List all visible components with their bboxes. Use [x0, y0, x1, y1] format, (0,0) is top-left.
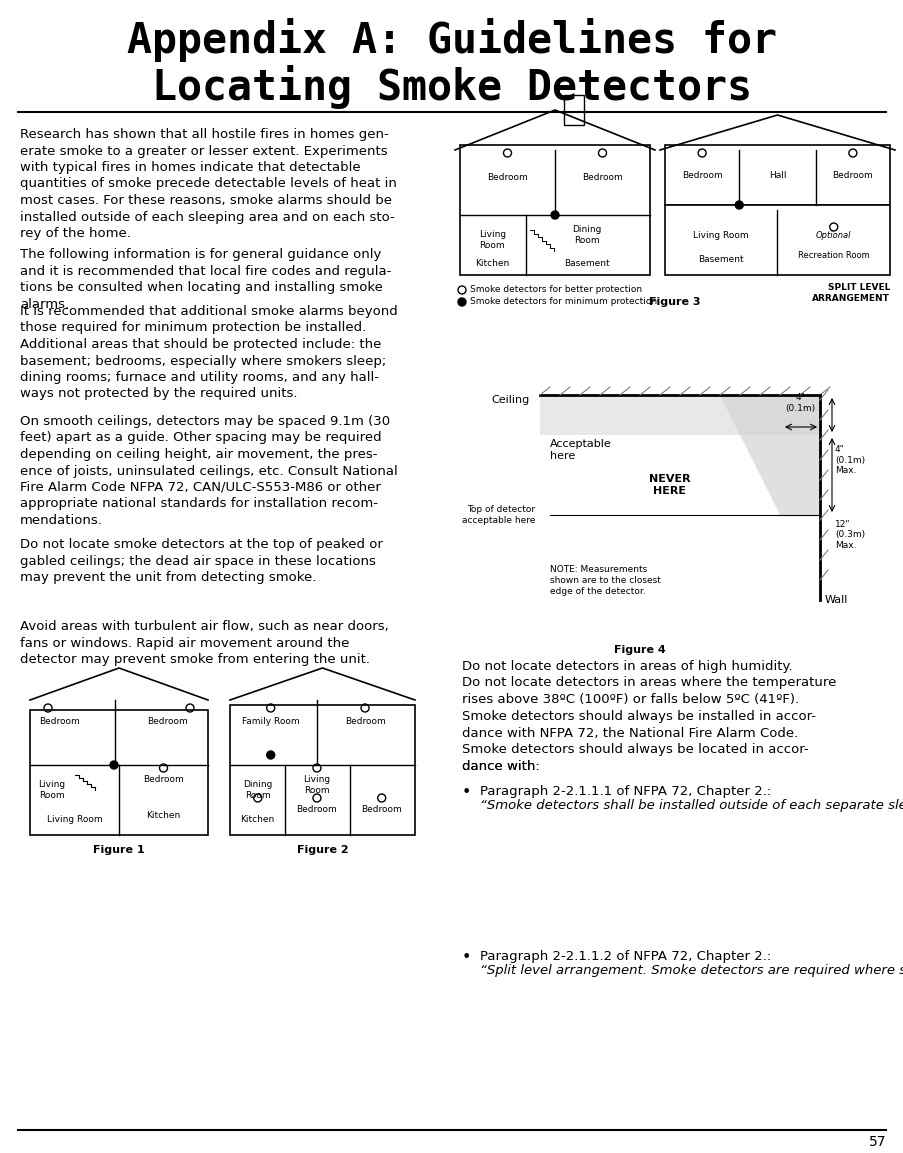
- Text: Bedroom: Bedroom: [361, 806, 402, 814]
- Text: Research has shown that all hostile fires in homes gen-
erate smoke to a greater: Research has shown that all hostile fire…: [20, 128, 396, 240]
- Bar: [30, 710, 208, 835]
- Bar: [665, 145, 889, 205]
- Text: •: •: [461, 950, 470, 965]
- Text: “Split level arrangement. Smoke detectors are required where shown. Smoke detect: “Split level arrangement. Smoke detector…: [479, 964, 903, 977]
- Bar: [665, 205, 889, 276]
- Text: Living Room: Living Room: [693, 231, 749, 240]
- Text: Wall: Wall: [824, 595, 847, 605]
- Text: •: •: [461, 785, 470, 800]
- Text: Dining
Room: Dining Room: [243, 781, 272, 800]
- Text: Appendix A: Guidelines for: Appendix A: Guidelines for: [126, 18, 777, 62]
- Text: Figure 3: Figure 3: [648, 297, 700, 307]
- Text: Paragraph 2-2.1.1.1 of NFPA 72, Chapter 2.:: Paragraph 2-2.1.1.1 of NFPA 72, Chapter …: [479, 785, 770, 798]
- Text: 4"
(0.1m): 4" (0.1m): [784, 393, 815, 413]
- Text: Do not locate smoke detectors at the top of peaked or
gabled ceilings; the dead : Do not locate smoke detectors at the top…: [20, 538, 383, 585]
- Text: Smoke detectors for minimum protection: Smoke detectors for minimum protection: [470, 297, 656, 307]
- Text: Bedroom: Bedroom: [832, 171, 872, 180]
- Text: Ceiling: Ceiling: [491, 395, 529, 405]
- Text: It is recommended that additional smoke alarms beyond
those required for minimum: It is recommended that additional smoke …: [20, 306, 397, 400]
- Text: Paragraph 2-2.1.1.2 of NFPA 72, Chapter 2.:: Paragraph 2-2.1.1.2 of NFPA 72, Chapter …: [479, 950, 770, 963]
- Text: Kitchen: Kitchen: [240, 815, 275, 824]
- Text: Living
Room: Living Room: [39, 781, 66, 800]
- Circle shape: [266, 751, 275, 759]
- Text: Avoid areas with turbulent air flow, such as near doors,
fans or windows. Rapid : Avoid areas with turbulent air flow, suc…: [20, 620, 388, 666]
- Text: 12"
(0.3m)
Max.: 12" (0.3m) Max.: [834, 520, 864, 550]
- Text: Bedroom: Bedroom: [40, 717, 80, 726]
- Text: Bedroom: Bedroom: [681, 171, 721, 180]
- Polygon shape: [719, 395, 819, 515]
- Text: Smoke detectors should always be installed in accor-
dance with NFPA 72, the Nat: Smoke detectors should always be install…: [461, 710, 815, 773]
- Text: Bedroom: Bedroom: [147, 717, 188, 726]
- Text: Locating Smoke Detectors: Locating Smoke Detectors: [152, 65, 751, 110]
- Circle shape: [458, 297, 465, 306]
- Text: Bedroom: Bedroom: [487, 173, 527, 182]
- Circle shape: [551, 211, 558, 219]
- Text: Bedroom: Bedroom: [143, 776, 183, 784]
- Text: The following information is for general guidance only
and it is recommended tha: The following information is for general…: [20, 248, 391, 310]
- Circle shape: [110, 761, 118, 769]
- Text: SPLIT LEVEL
ARRANGEMENT: SPLIT LEVEL ARRANGEMENT: [811, 282, 889, 303]
- Text: Bedroom: Bedroom: [296, 806, 337, 814]
- Bar: [460, 145, 649, 276]
- Text: Smoke detectors for better protection: Smoke detectors for better protection: [470, 286, 641, 294]
- Bar: [563, 95, 584, 125]
- Text: Hall: Hall: [768, 171, 786, 180]
- Text: Living Room: Living Room: [47, 815, 102, 824]
- Text: Kitchen: Kitchen: [475, 258, 509, 267]
- Text: Figure 4: Figure 4: [613, 645, 666, 655]
- Text: Basement: Basement: [563, 258, 610, 267]
- Text: Basement: Basement: [698, 256, 743, 264]
- Bar: [229, 704, 414, 835]
- Text: “Smoke detectors shall be installed outside of each separate sleeping area in th: “Smoke detectors shall be installed outs…: [479, 799, 903, 812]
- Text: Acceptable
here: Acceptable here: [549, 439, 611, 461]
- Text: Top of detector
acceptable here: Top of detector acceptable here: [461, 505, 535, 525]
- Polygon shape: [539, 395, 819, 435]
- Text: Figure 1: Figure 1: [93, 845, 144, 856]
- Text: Dining
Room: Dining Room: [572, 225, 601, 244]
- Text: dance with:: dance with:: [461, 760, 539, 773]
- Text: 4"
(0.1m)
Max.: 4" (0.1m) Max.: [834, 445, 864, 475]
- Text: Kitchen: Kitchen: [146, 811, 181, 820]
- Text: Do not locate detectors in areas where the temperature
rises above 38ºC (100ºF) : Do not locate detectors in areas where t…: [461, 676, 835, 706]
- Text: Figure 2: Figure 2: [296, 845, 348, 856]
- Text: Do not locate detectors in areas of high humidity.: Do not locate detectors in areas of high…: [461, 660, 792, 673]
- Text: NOTE: Measurements
shown are to the closest
edge of the detector.: NOTE: Measurements shown are to the clos…: [549, 565, 660, 596]
- Text: 57: 57: [868, 1135, 885, 1150]
- Text: Living
Room: Living Room: [303, 775, 330, 794]
- Text: Bedroom: Bedroom: [344, 717, 385, 726]
- Text: Recreation Room: Recreation Room: [797, 250, 869, 259]
- Text: Optional: Optional: [815, 231, 851, 240]
- Text: Living
Room: Living Room: [479, 231, 506, 250]
- Text: Bedroom: Bedroom: [582, 173, 622, 182]
- Text: NEVER
HERE: NEVER HERE: [648, 474, 690, 496]
- Text: Family Room: Family Room: [242, 717, 299, 726]
- Circle shape: [734, 201, 742, 209]
- Text: On smooth ceilings, detectors may be spaced 9.1m (30
feet) apart as a guide. Oth: On smooth ceilings, detectors may be spa…: [20, 415, 397, 527]
